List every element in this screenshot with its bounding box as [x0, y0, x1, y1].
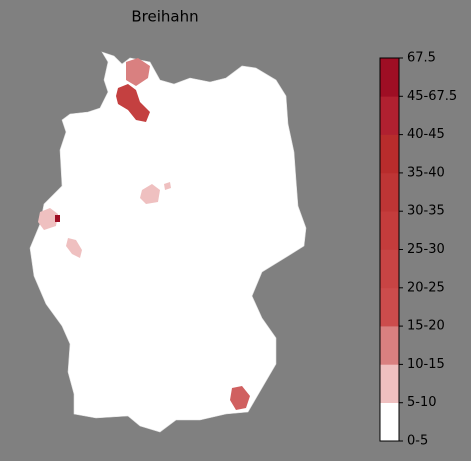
- colorbar-label: 40-45: [407, 127, 445, 142]
- colorbar-band: [380, 364, 399, 403]
- map-title: Breihahn: [131, 8, 198, 26]
- colorbar-label: 35-40: [407, 165, 445, 180]
- colorbar-label: 10-15: [407, 357, 445, 372]
- colorbar-label: 20-25: [407, 280, 445, 295]
- region: [66, 238, 82, 258]
- colorbar-label: 5-10: [407, 395, 437, 410]
- colorbar-label: 25-30: [407, 242, 445, 257]
- region: [164, 182, 171, 190]
- colorbar-label: 45-67.5: [407, 89, 457, 104]
- colorbar-band: [380, 211, 399, 250]
- colorbar-band: [380, 326, 399, 365]
- colorbar-band: [380, 402, 399, 442]
- colorbar-label: 30-35: [407, 204, 445, 219]
- region: [126, 58, 150, 86]
- colorbar-band: [380, 287, 399, 327]
- colorbar-label: 0-5: [407, 434, 428, 449]
- colorbar-band: [380, 134, 399, 174]
- region: [116, 84, 150, 122]
- colorbar-band: [380, 96, 399, 135]
- region: [230, 386, 250, 410]
- colorbar-band: [380, 58, 399, 97]
- colorbar-label: 15-20: [407, 319, 445, 334]
- region: [38, 208, 58, 230]
- colorbar-band: [380, 249, 399, 289]
- colorbar: 0-5 5-10 10-15 15-20 20-25 25-30 30-35 35-40 40-…: [379, 51, 457, 449]
- region: [55, 215, 60, 222]
- germany-map: [29, 51, 307, 433]
- colorbar-band: [380, 172, 399, 212]
- colorbar-label: 67.5: [407, 51, 436, 66]
- region: [140, 184, 160, 204]
- country-outline: [29, 51, 307, 433]
